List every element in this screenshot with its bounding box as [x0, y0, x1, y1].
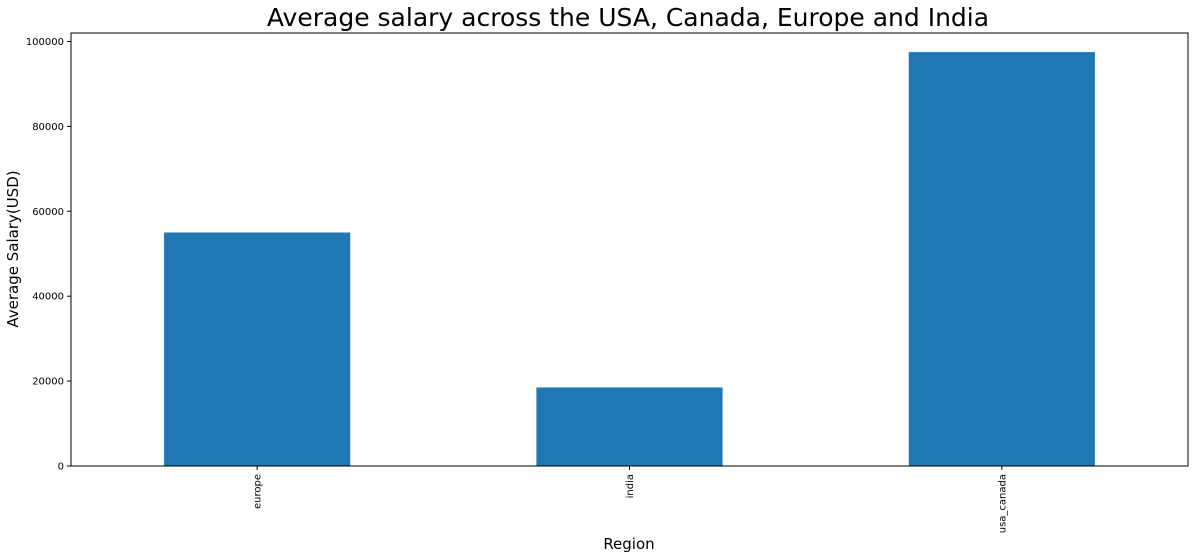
bar-europe	[164, 232, 351, 466]
x-tick-label: europe	[253, 474, 264, 509]
y-tick-label: 20000	[32, 377, 64, 388]
x-axis-label: Region	[603, 535, 654, 553]
chart-title: Average salary across the USA, Canada, E…	[267, 3, 989, 32]
x-tick-label: usa_canada	[997, 474, 1008, 533]
bars	[164, 52, 1095, 467]
y-axis-label: Average Salary(USD)	[4, 170, 22, 327]
plot-frame	[70, 32, 1189, 467]
y-tick-label: 40000	[32, 292, 64, 303]
y-axis: 0 20000 40000 60000 80000 100000	[26, 37, 71, 473]
bar-usa-canada	[908, 52, 1095, 467]
bar-india	[536, 387, 723, 466]
y-tick-label: 100000	[26, 37, 64, 48]
y-tick-label: 60000	[32, 207, 64, 218]
y-tick-label: 0	[58, 462, 64, 473]
x-axis: europe india usa_canada	[253, 466, 1008, 533]
y-tick-label: 80000	[32, 122, 64, 133]
x-tick-label: india	[625, 474, 636, 498]
